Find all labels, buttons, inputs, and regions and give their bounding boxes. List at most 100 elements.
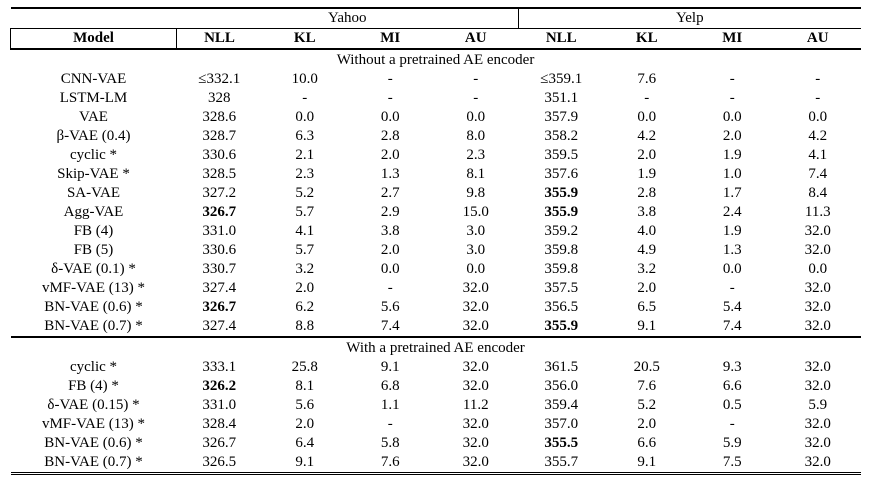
value-cell: 2.4: [722, 204, 742, 220]
value-cell: 8.0: [466, 128, 486, 144]
value-cell: 4.2: [808, 128, 828, 144]
model-cell: Skip-VAE *: [57, 166, 130, 182]
table-row: BN-VAE (0.6) * 326.7 6.2 5.6 32.0 356.5 6.5 5.4…: [11, 298, 861, 317]
value-cell: -: [644, 90, 650, 106]
model-cell: LSTM-LM: [59, 90, 128, 106]
value-cell: 15.0: [462, 204, 489, 220]
section-title: With a pretrained AE encoder: [10, 336, 861, 358]
value-cell: 356.0: [544, 378, 579, 394]
value-cell: 8.1: [466, 166, 486, 182]
table-row: FB (5) 330.6 5.7 2.0 3.0 359.8 4.9 1.3 32.0: [11, 241, 861, 260]
table-row: cyclic * 330.6 2.1 2.0 2.3 359.5 2.0 1.9 4.1: [11, 146, 861, 165]
table-row: SA-VAE 327.2 5.2 2.7 9.8 355.9 2.8 1.7 8.4: [11, 184, 861, 203]
value-cell: 6.8: [380, 378, 400, 394]
section-title: Without a pretrained AE encoder: [336, 51, 535, 68]
value-cell: 330.6: [202, 242, 237, 258]
value-cell: 326.7: [202, 299, 237, 315]
value-cell: 357.9: [544, 109, 579, 125]
value-cell: 3.2: [295, 261, 315, 277]
table-row: CNN-VAE ≤332.1 10.0 - - ≤359.1 7.6 - -: [11, 70, 861, 89]
value-cell: 4.1: [808, 147, 828, 163]
value-cell: 356.5: [544, 299, 579, 315]
value-cell: 330.7: [202, 261, 237, 277]
value-cell: 2.7: [380, 185, 400, 201]
table-body: Without a pretrained AE encoder CNN-VAE ≤3…: [10, 49, 861, 474]
value-cell: 5.9: [808, 397, 828, 413]
value-cell: 32.0: [462, 378, 489, 394]
model-cell: BN-VAE (0.7) *: [44, 454, 143, 470]
value-cell: 32.0: [462, 435, 489, 451]
value-cell: 358.2: [544, 128, 579, 144]
model-cell: vMF-VAE (13) *: [41, 416, 146, 432]
value-cell: 32.0: [804, 318, 831, 334]
value-cell: 359.8: [544, 261, 579, 277]
column-header-au-yelp: AU: [775, 28, 861, 50]
table-row: VAE 328.6 0.0 0.0 0.0 357.9 0.0 0.0 0.0: [11, 108, 861, 127]
value-cell: 333.1: [202, 359, 237, 375]
value-cell: -: [729, 71, 735, 87]
value-cell: 2.0: [380, 147, 400, 163]
value-cell: 7.6: [637, 71, 657, 87]
value-cell: 1.9: [637, 166, 657, 182]
table-row: FB (4) * 326.2 8.1 6.8 32.0 356.0 7.6 6.6 32.0: [11, 377, 861, 396]
model-cell: β-VAE (0.4): [56, 128, 131, 144]
value-cell: 6.2: [295, 299, 315, 315]
value-cell: 328: [208, 90, 231, 106]
table-row: δ-VAE (0.15) * 331.0 5.6 1.1 11.2 359.4 5.2 0.5…: [11, 396, 861, 415]
column-header-model: Model: [10, 28, 177, 50]
value-cell: 7.6: [380, 454, 400, 470]
value-cell: 32.0: [804, 416, 831, 432]
value-cell: -: [815, 71, 821, 87]
value-cell: 3.8: [380, 223, 400, 239]
value-cell: -: [387, 90, 393, 106]
value-cell: 5.9: [722, 435, 742, 451]
value-cell: 9.1: [380, 359, 400, 375]
table-header: Yahoo Yelp Model NLL KL MI AU NLL KL MI …: [10, 8, 861, 50]
value-cell: 32.0: [804, 223, 831, 239]
value-cell: 328.5: [202, 166, 237, 182]
column-header-kl-yahoo: KL: [262, 28, 348, 50]
value-cell: -: [387, 416, 393, 432]
value-cell: 10.0: [291, 71, 318, 87]
value-cell: 330.6: [202, 147, 237, 163]
value-cell: 2.1: [295, 147, 315, 163]
model-cell: cyclic *: [69, 359, 118, 375]
value-cell: 4.0: [637, 223, 657, 239]
value-cell: 355.5: [544, 435, 579, 451]
value-cell: 3.0: [466, 223, 486, 239]
value-cell: 328.6: [202, 109, 237, 125]
value-cell: 327.4: [202, 280, 237, 296]
value-cell: 2.0: [295, 416, 315, 432]
value-cell: 327.2: [202, 185, 237, 201]
value-cell: 32.0: [462, 280, 489, 296]
value-cell: 11.3: [804, 204, 831, 220]
value-cell: 4.1: [295, 223, 315, 239]
table-row: BN-VAE (0.7) * 326.5 9.1 7.6 32.0 355.7 9.1 7.5…: [11, 453, 861, 474]
table-row: Agg-VAE 326.7 5.7 2.9 15.0 355.9 3.8 2.4 11.3: [11, 203, 861, 222]
value-cell: 4.2: [637, 128, 657, 144]
value-cell: 20.5: [633, 359, 660, 375]
value-cell: 0.5: [722, 397, 742, 413]
value-cell: 5.8: [380, 435, 400, 451]
value-cell: 1.3: [722, 242, 742, 258]
model-cell: FB (4) *: [68, 378, 119, 394]
value-cell: 331.0: [202, 397, 237, 413]
value-cell: 326.7: [202, 435, 237, 451]
table-row: δ-VAE (0.1) * 330.7 3.2 0.0 0.0 359.8 3.2 0.0 0.…: [11, 260, 861, 279]
value-cell: 3.8: [637, 204, 657, 220]
value-cell: 9.3: [722, 359, 742, 375]
value-cell: 2.0: [637, 147, 657, 163]
value-cell: 32.0: [462, 454, 489, 470]
model-cell: BN-VAE (0.7) *: [44, 318, 143, 334]
value-cell: 357.5: [544, 280, 579, 296]
model-cell: vMF-VAE (13) *: [41, 280, 146, 296]
value-cell: 2.3: [466, 147, 486, 163]
value-cell: 0.0: [295, 109, 315, 125]
value-cell: 355.9: [544, 318, 579, 334]
value-cell: 357.6: [544, 166, 579, 182]
table-row: cyclic * 333.1 25.8 9.1 32.0 361.5 20.5 9.3 32.0: [11, 358, 861, 377]
table-row: LSTM-LM 328 - - - 351.1 - - -: [11, 89, 861, 108]
value-cell: 32.0: [462, 416, 489, 432]
value-cell: -: [729, 90, 735, 106]
